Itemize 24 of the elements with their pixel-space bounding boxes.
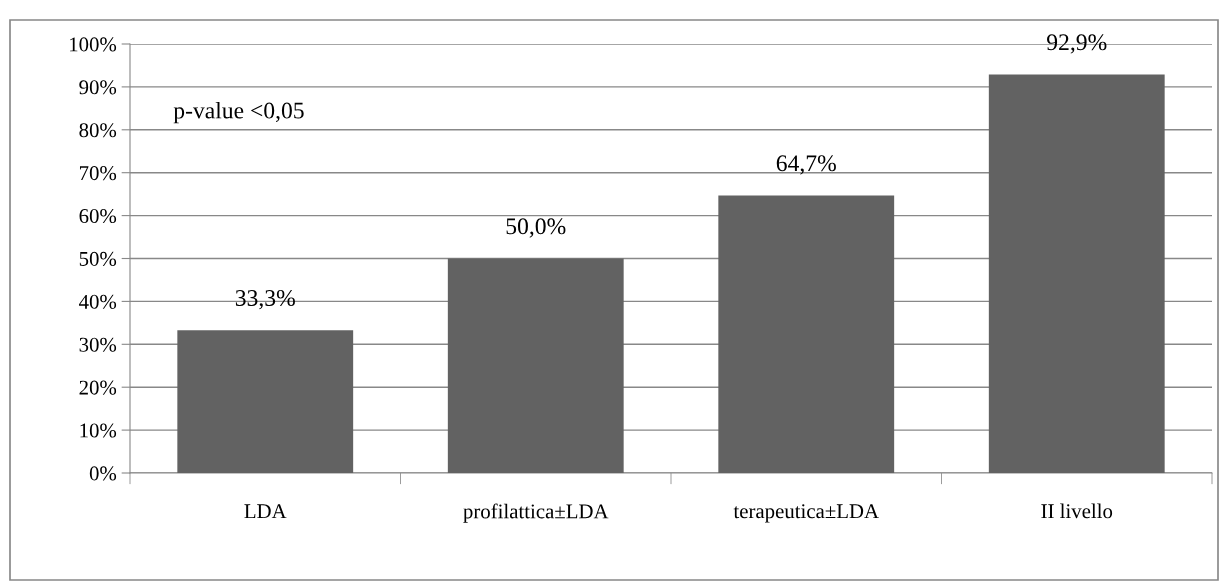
- y-tick-label: 20%: [79, 380, 117, 395]
- y-tick-label: 50%: [79, 251, 117, 266]
- data-label: 50,0%: [506, 218, 566, 238]
- y-tick-label: 0%: [89, 466, 117, 481]
- y-tick-label: 40%: [79, 294, 117, 309]
- annotation: p-value <0,05: [173, 101, 304, 124]
- x-tick-label: LDA: [244, 504, 287, 519]
- x-tick-label: profilattica±LDA: [463, 503, 609, 523]
- y-tick-label: 30%: [79, 337, 117, 352]
- x-tick-label: terapeutica±LDA: [733, 504, 879, 523]
- y-tick-label: 60%: [79, 208, 117, 224]
- y-tick-label: 80%: [79, 123, 117, 138]
- y-tick-label: 70%: [79, 166, 117, 181]
- y-tick-label: 90%: [79, 80, 117, 95]
- bar: [447, 258, 624, 473]
- data-label: 33,3%: [235, 289, 295, 310]
- y-tick-label: 100%: [70, 37, 117, 52]
- bar: [988, 74, 1165, 473]
- data-label: 92,9%: [1047, 34, 1107, 54]
- x-tick-label: II livello: [1041, 503, 1113, 519]
- bar: [177, 330, 354, 473]
- y-tick-label: 10%: [80, 423, 117, 438]
- bar: [718, 195, 895, 473]
- data-label: 64,7%: [776, 155, 836, 175]
